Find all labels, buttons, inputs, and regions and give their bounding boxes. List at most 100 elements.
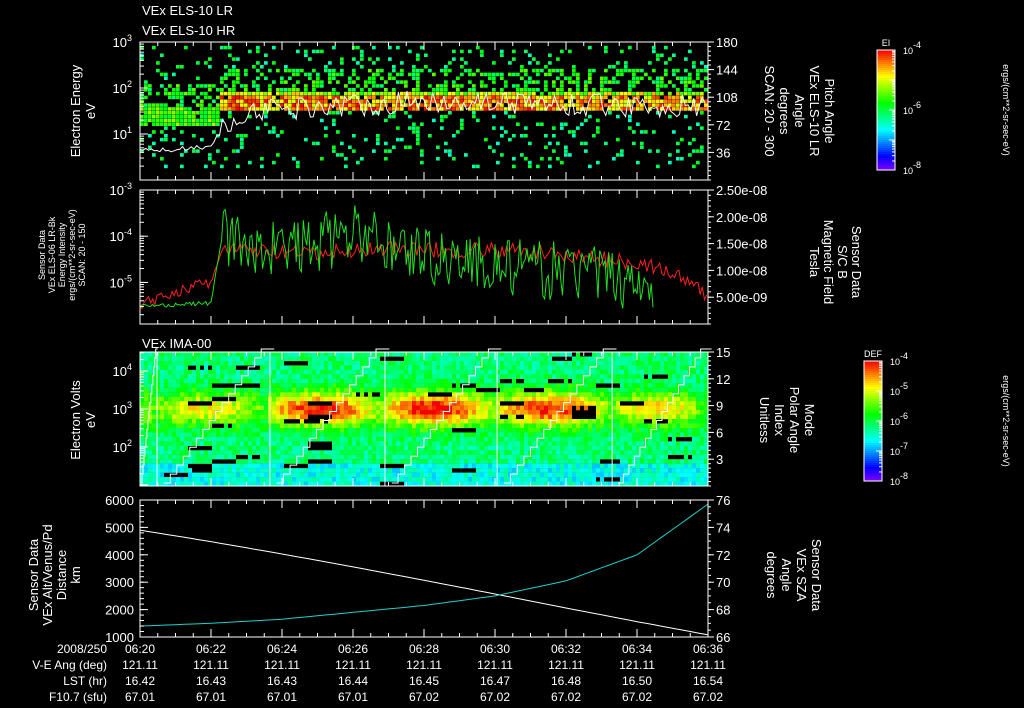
spectrogram-cell (192, 383, 196, 388)
spectrogram-cell (204, 118, 208, 123)
spectrogram-cell (516, 122, 520, 127)
spectrogram-cell (200, 356, 204, 362)
spectrogram-cell (276, 387, 280, 393)
spectrogram-cell (564, 383, 568, 388)
spectrogram-cell (284, 392, 288, 397)
y2-axis-label: Tesla (807, 247, 822, 278)
spectrogram-cell (212, 378, 216, 384)
spectrogram-cell (524, 378, 528, 384)
spectrogram-cell (288, 374, 292, 379)
spectrogram-cell (264, 99, 268, 104)
spectrogram-cell (280, 99, 284, 104)
spectrogram-cell (432, 472, 436, 478)
spectrogram-cell (476, 481, 480, 487)
spectrogram-cell (260, 454, 264, 460)
spectrogram-cell (184, 149, 188, 153)
spectrogram-cell (160, 360, 164, 366)
spectrogram-cell (308, 468, 312, 473)
spectrogram-cell (232, 405, 236, 411)
spectrogram-cell (292, 365, 296, 371)
spectrogram-cell (288, 436, 292, 442)
spectrogram-cell (372, 414, 376, 420)
spectrogram-cell (372, 472, 376, 478)
spectrogram-cell (340, 352, 344, 357)
spectrogram-cell (244, 459, 248, 464)
spectrogram-cell (436, 157, 440, 161)
spectrogram-cell (460, 410, 464, 415)
spectrogram-cell (444, 374, 448, 379)
spectrogram-cell (484, 450, 488, 455)
spectrogram-cell (452, 57, 456, 61)
spectrogram-cell (228, 432, 232, 438)
spectrogram-cell (544, 145, 548, 150)
spectrogram-cell (368, 76, 372, 81)
spectrogram-cell (152, 374, 156, 379)
spectrogram-cell (552, 463, 556, 469)
spectrogram-cell (492, 445, 496, 451)
spectrogram-cell (616, 114, 620, 119)
spectrogram-cell (288, 88, 292, 92)
spectrogram-cell (648, 91, 652, 96)
spectrogram-cell (332, 378, 336, 384)
spectrogram-cell (244, 432, 248, 438)
spectrogram-cell (196, 118, 200, 123)
spectrogram-cell (144, 360, 148, 366)
spectrogram-cell (528, 103, 532, 107)
spectrogram-cell (216, 149, 220, 153)
spectrogram-cell (356, 374, 360, 379)
spectrogram-cell (516, 405, 520, 411)
spectrogram-cell (572, 450, 576, 455)
spectrogram-cell (540, 107, 544, 111)
spectrogram-cell (484, 352, 488, 357)
spectrogram-cell (452, 472, 456, 478)
spectrogram-cell (176, 84, 180, 88)
spectrogram-cell (368, 387, 372, 393)
spectrogram-cell (520, 410, 524, 415)
spectrogram-cell (284, 481, 288, 487)
spectrogram-cell (504, 477, 508, 482)
spectrogram-cell (300, 387, 304, 393)
spectrogram-cell (572, 436, 576, 442)
spectrogram-cell (596, 405, 600, 411)
spectrogram-cell (480, 405, 484, 411)
spectrogram-cell (444, 459, 448, 464)
spectrogram-cell (208, 419, 212, 424)
spectrogram-cell (504, 432, 508, 438)
spectrogram-cell (208, 157, 212, 161)
spectrogram-cell (344, 107, 348, 111)
spectrogram-cell (220, 468, 224, 473)
tick-label: 102 (113, 79, 132, 96)
spectrogram-cell (276, 356, 280, 362)
spectrogram-cell (584, 80, 588, 84)
spectrogram-cell (592, 374, 596, 379)
spectrogram-cell (596, 365, 600, 371)
spectrogram-cell (284, 450, 288, 455)
spectrogram-cell (184, 45, 188, 50)
spectrogram-cell (180, 111, 184, 115)
spectrogram-cell (208, 414, 212, 420)
spectrogram-cell (520, 436, 524, 442)
spectrogram-cell (584, 378, 588, 384)
spectrogram-cell (472, 369, 476, 375)
spectrogram-cell (512, 414, 516, 420)
spectrogram-cell (456, 103, 460, 107)
spectrogram-cell (408, 427, 412, 433)
spectrogram-cell (160, 468, 164, 473)
spectrogram-cell (168, 352, 172, 357)
spectrogram-cell (212, 392, 216, 397)
tick-label: 101 (113, 125, 132, 142)
spectrogram-cell (556, 88, 560, 92)
spectrogram-cell (560, 423, 564, 429)
spectrogram-cell (380, 432, 384, 438)
spectrogram-cell (192, 392, 196, 397)
spectrogram-cell (184, 423, 188, 429)
spectrogram-cell (504, 387, 508, 393)
spectrogram-cell (212, 468, 216, 473)
spectrogram-cell (532, 88, 536, 92)
spectrogram-cell (484, 378, 488, 384)
spectrogram-cell (500, 436, 504, 442)
spectrogram-cell (312, 423, 316, 429)
spectrogram-cell (596, 160, 600, 165)
spectrogram-cell (468, 369, 472, 375)
spectrogram-cell (356, 441, 360, 446)
